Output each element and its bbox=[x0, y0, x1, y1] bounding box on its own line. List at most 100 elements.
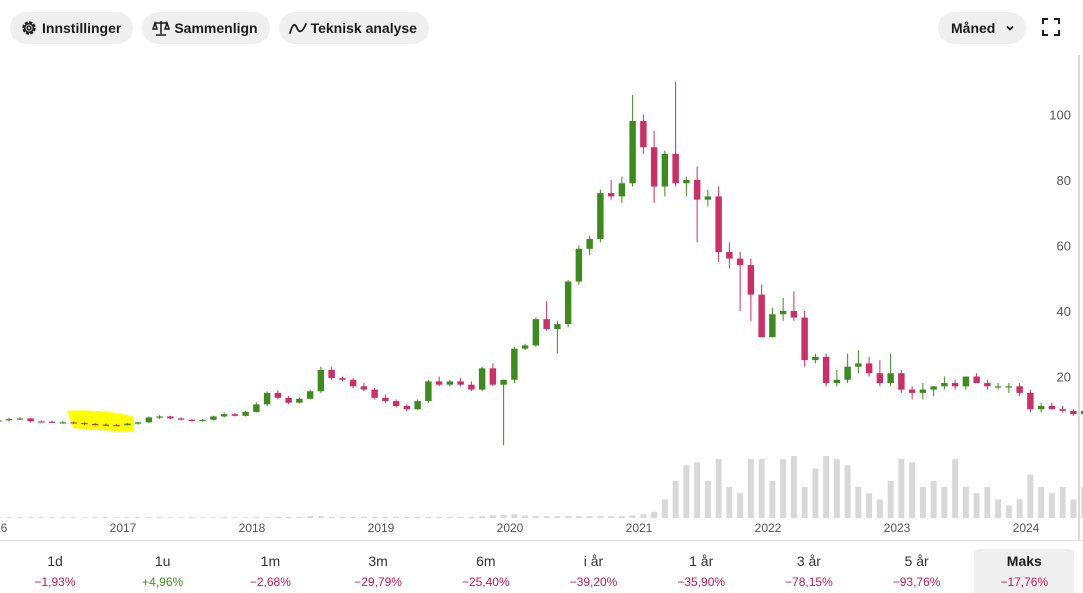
candle-body bbox=[177, 418, 185, 420]
range-label: 5 år bbox=[904, 553, 929, 569]
fullscreen-button[interactable] bbox=[1040, 16, 1062, 38]
technical-analysis-label: Teknisk analyse bbox=[310, 20, 417, 36]
candle bbox=[661, 150, 669, 197]
range-1-år[interactable]: 1 år −35,90% bbox=[651, 549, 751, 593]
candle bbox=[156, 415, 163, 420]
candle bbox=[554, 320, 561, 354]
candle-body bbox=[865, 363, 873, 374]
range-1d[interactable]: 1d −1,93% bbox=[5, 549, 105, 593]
candle-body bbox=[263, 392, 271, 405]
range-i-år[interactable]: i år −39,20% bbox=[544, 549, 644, 593]
candle bbox=[0, 420, 2, 422]
candle-body bbox=[801, 317, 808, 361]
volume-bar bbox=[876, 499, 883, 518]
volume-bar bbox=[726, 487, 733, 518]
candle-body bbox=[425, 381, 432, 402]
compare-button[interactable]: Sammenlign bbox=[142, 12, 270, 44]
volume-bar bbox=[1048, 493, 1055, 518]
period-select[interactable]: Måned bbox=[938, 12, 1026, 44]
y-axis: 20 40 60 80 100 bbox=[1049, 108, 1071, 385]
candle bbox=[1016, 383, 1023, 397]
candle bbox=[747, 258, 755, 321]
volume-bar bbox=[618, 516, 625, 518]
range-1m[interactable]: 1m −2,68% bbox=[220, 549, 320, 593]
candlesticks bbox=[0, 81, 1083, 446]
range-selector: 1d −1,93% 1u +4,96% 1m −2,68% 3m −29,79% 6m −25,4… bbox=[0, 540, 1083, 593]
candle bbox=[360, 383, 368, 392]
range-3-år[interactable]: 3 år −78,15% bbox=[759, 549, 859, 593]
candle bbox=[274, 390, 282, 400]
volume-bar bbox=[0, 517, 2, 518]
scale-icon bbox=[152, 19, 171, 37]
range-maks[interactable]: Maks −17,76% bbox=[974, 549, 1075, 593]
volume-bar bbox=[6, 517, 13, 518]
range-change: −2,68% bbox=[249, 575, 291, 589]
candle bbox=[822, 353, 830, 387]
candle-body bbox=[758, 294, 765, 338]
range-6m[interactable]: 6m −25,40% bbox=[436, 549, 536, 593]
candle-body bbox=[543, 319, 550, 330]
candle bbox=[1027, 389, 1034, 413]
volume-bar bbox=[500, 514, 507, 518]
candle bbox=[704, 189, 712, 207]
candle-body bbox=[134, 422, 142, 424]
candle-body bbox=[102, 424, 110, 426]
volume-bar bbox=[758, 459, 765, 518]
candle-body bbox=[597, 193, 604, 239]
range-1u[interactable]: 1u +4,96% bbox=[113, 549, 213, 593]
volume-bar bbox=[188, 517, 195, 518]
candle bbox=[919, 383, 927, 400]
range-change: −29,79% bbox=[354, 575, 402, 589]
range-3m[interactable]: 3m −29,79% bbox=[328, 549, 428, 593]
volume-bar bbox=[49, 517, 56, 518]
candle-body bbox=[392, 401, 400, 406]
volume-bar bbox=[457, 516, 464, 518]
volume-bar bbox=[199, 517, 206, 518]
candle-body bbox=[930, 386, 937, 390]
candle-body bbox=[339, 378, 346, 380]
volume-bar bbox=[231, 517, 238, 518]
technical-analysis-button[interactable]: Teknisk analyse bbox=[278, 12, 429, 44]
candle-body bbox=[640, 121, 647, 148]
x-tick-label: 2021 bbox=[626, 521, 653, 535]
candle-body bbox=[973, 376, 980, 384]
candle-body bbox=[59, 422, 67, 424]
candle bbox=[564, 279, 572, 328]
candle bbox=[113, 423, 120, 427]
candle bbox=[296, 397, 303, 404]
candlestick-chart[interactable]: 20 40 60 80 100 2016 2017 2018 2019 2020 2021 2022… bbox=[0, 60, 1083, 540]
candle bbox=[779, 297, 787, 321]
candle bbox=[973, 373, 980, 384]
volume-bar bbox=[1027, 474, 1034, 518]
range-change: −93,76% bbox=[892, 575, 941, 589]
range-label: 1u bbox=[154, 553, 171, 569]
candle-body bbox=[898, 373, 905, 390]
range-5-år[interactable]: 5 år −93,76% bbox=[867, 549, 967, 593]
volume-bar bbox=[382, 516, 389, 518]
volume-bar bbox=[661, 499, 668, 518]
volume-bar bbox=[640, 514, 647, 518]
right-edge-rule bbox=[1078, 55, 1080, 540]
candle-body bbox=[1037, 405, 1045, 410]
volume-bar bbox=[909, 462, 916, 518]
volume-bar bbox=[575, 516, 582, 518]
settings-button[interactable]: Innstillinger bbox=[10, 12, 134, 44]
x-tick-label: 2019 bbox=[368, 521, 395, 535]
candle bbox=[865, 356, 873, 377]
volume-bar bbox=[941, 487, 948, 518]
candle-body bbox=[736, 258, 744, 266]
candle bbox=[210, 415, 217, 421]
volume-bar bbox=[715, 459, 722, 518]
candle bbox=[769, 307, 776, 338]
candle bbox=[285, 396, 292, 405]
volume-bar bbox=[1038, 487, 1045, 518]
candle-body bbox=[296, 398, 303, 403]
volume-bar bbox=[769, 480, 776, 518]
candle bbox=[231, 413, 239, 417]
candle-body bbox=[511, 348, 518, 380]
volume-bar bbox=[866, 493, 873, 518]
fullscreen-icon bbox=[1040, 16, 1062, 38]
candle bbox=[586, 235, 593, 256]
volume-bar bbox=[296, 516, 303, 518]
candle bbox=[134, 421, 142, 425]
